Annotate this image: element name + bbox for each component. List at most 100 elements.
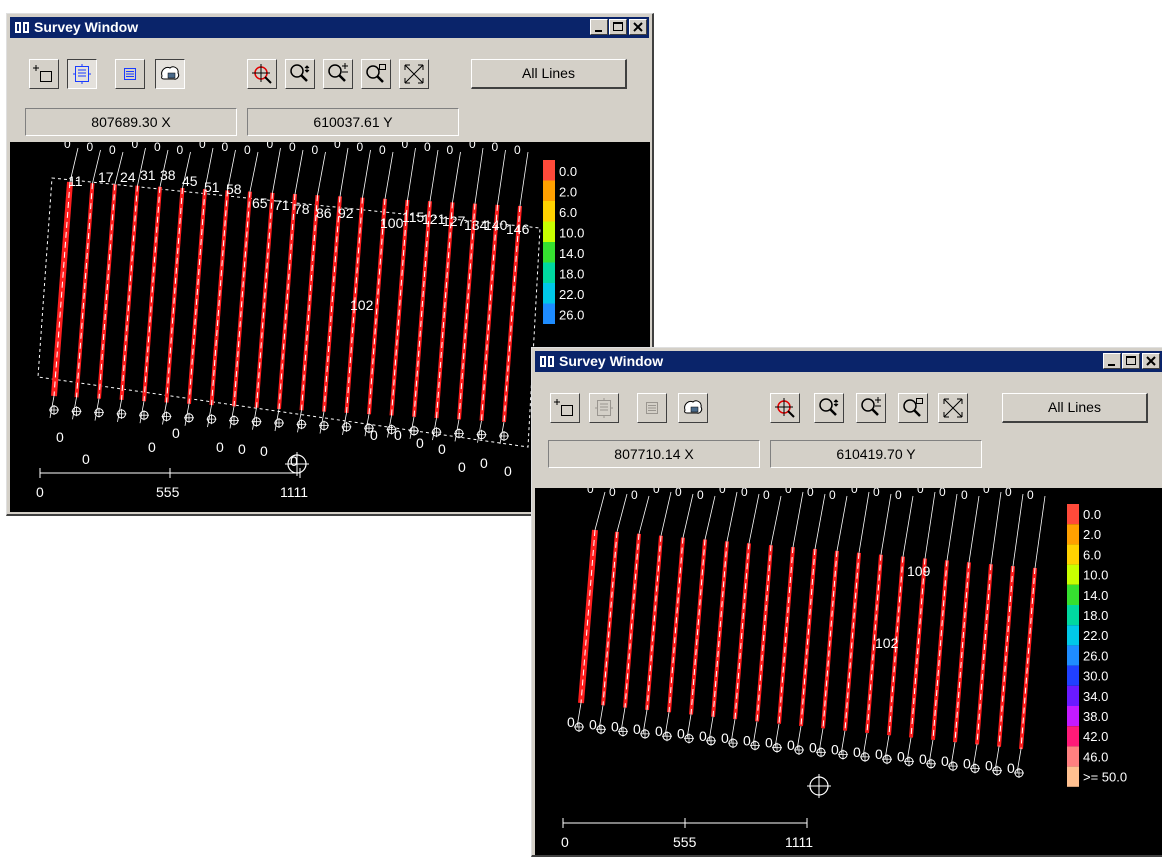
legend-swatch xyxy=(1067,645,1079,666)
crosshair-cursor-lines xyxy=(285,452,309,476)
y-coordinate-field: 610037.61 Y xyxy=(247,108,459,136)
zoom-extent-button[interactable] xyxy=(399,59,429,89)
list-button[interactable] xyxy=(115,59,145,89)
survey-track-centerline xyxy=(391,199,408,416)
survey-frame xyxy=(37,177,541,448)
maximize-button[interactable] xyxy=(609,19,627,35)
line-end-label: 0 xyxy=(897,749,905,765)
top-line-label: 0 xyxy=(829,488,836,502)
title-bar[interactable]: Survey Window xyxy=(535,351,1162,372)
label-leader xyxy=(858,491,870,553)
survey-track xyxy=(733,543,751,720)
legend-label: 0.0 xyxy=(1083,507,1101,522)
legend-swatch xyxy=(1067,524,1079,545)
survey-track-centerline xyxy=(143,186,161,402)
survey-window-front[interactable]: Survey Window All Lines 807710.14 X 6104… xyxy=(531,347,1162,857)
line-end-marker-cross xyxy=(728,738,738,749)
maximize-button[interactable] xyxy=(1122,353,1140,369)
legend-swatch xyxy=(1067,685,1079,706)
top-line-label: 0 xyxy=(402,142,409,151)
list-button[interactable] xyxy=(637,393,667,423)
line-end-label: 0 xyxy=(480,455,488,471)
line-end-marker-cross xyxy=(596,724,606,735)
survey-track xyxy=(711,541,729,717)
label-leader xyxy=(297,410,302,433)
scale-label: 555 xyxy=(673,834,697,850)
add-frame-icon xyxy=(554,399,573,416)
legend-swatch xyxy=(1067,605,1079,626)
scale-label: 1111 xyxy=(785,834,813,850)
label-leader xyxy=(407,147,416,201)
y-coordinate-field: 610419.70 Y xyxy=(770,440,982,468)
legend-label: 46.0 xyxy=(1083,749,1108,764)
line-end-label: 0 xyxy=(1007,760,1015,776)
legend-label: >= 50.0 xyxy=(1083,770,1127,785)
pan-button[interactable] xyxy=(247,59,277,89)
label-leader xyxy=(616,493,628,533)
zoom-in-out-button[interactable] xyxy=(856,393,886,423)
top-line-label: 0 xyxy=(357,142,364,154)
legend-swatch xyxy=(543,221,555,242)
all-lines-button[interactable]: All Lines xyxy=(1002,393,1148,423)
line-end-marker-cross xyxy=(618,726,628,737)
all-lines-button[interactable]: All Lines xyxy=(471,59,627,89)
add-frame-button[interactable] xyxy=(550,393,580,423)
zoom-box-button[interactable] xyxy=(898,393,928,423)
label-leader xyxy=(294,149,304,195)
layers-button[interactable] xyxy=(678,393,708,423)
top-line-label: 0 xyxy=(289,142,296,154)
top-line-label: 0 xyxy=(109,143,116,157)
line-end-marker-cross xyxy=(49,405,59,415)
scale-label: 555 xyxy=(156,484,180,500)
survey-track xyxy=(578,529,598,704)
label-leader xyxy=(1034,495,1046,569)
legend-label: 10.0 xyxy=(1083,568,1108,583)
label-leader xyxy=(204,147,214,190)
label-leader xyxy=(474,147,484,204)
close-button[interactable] xyxy=(629,19,647,35)
label-leader xyxy=(924,491,936,559)
survey-track xyxy=(755,545,773,722)
label-leader xyxy=(339,147,349,197)
label-leader xyxy=(409,416,415,439)
zoom-move-button[interactable] xyxy=(814,393,844,423)
label-leader xyxy=(272,147,281,193)
zoom-box-button[interactable] xyxy=(361,59,391,89)
line-end-label: 0 xyxy=(941,753,949,769)
center-line-label: 102 xyxy=(350,297,374,313)
zoom-move-button[interactable] xyxy=(285,59,315,89)
label-leader xyxy=(499,421,505,445)
close-button[interactable] xyxy=(1142,353,1160,369)
top-line-label: 0 xyxy=(895,488,902,502)
add-frame-button[interactable] xyxy=(29,59,59,89)
survey-track xyxy=(645,535,663,711)
line-end-marker-cross xyxy=(970,763,980,774)
line-number-label: 24 xyxy=(120,169,136,185)
label-leader xyxy=(726,491,738,542)
line-end-label: 0 xyxy=(589,716,597,732)
line-end-label: 0 xyxy=(416,435,424,451)
minimize-button[interactable] xyxy=(1103,353,1121,369)
survey-track-centerline xyxy=(346,197,363,413)
label-leader xyxy=(454,419,460,442)
line-end-marker-cross xyxy=(161,411,172,422)
survey-track-centerline xyxy=(602,531,618,706)
x-coordinate-field: 807689.30 X xyxy=(25,108,237,136)
label-leader xyxy=(137,147,146,186)
label-leader xyxy=(594,491,606,531)
top-line-label: 0 xyxy=(492,142,499,154)
zoom-in-out-button[interactable] xyxy=(323,59,353,89)
top-line-label: 0 xyxy=(961,488,968,502)
zoom-extent-button[interactable] xyxy=(938,393,968,423)
select-frame-button[interactable] xyxy=(589,393,619,423)
layers-button[interactable] xyxy=(155,59,185,89)
title-bar[interactable]: Survey Window xyxy=(10,17,649,38)
top-line-label: 0 xyxy=(917,488,924,496)
line-end-marker-cross xyxy=(229,415,239,426)
select-frame-button[interactable] xyxy=(67,59,97,89)
legend-label: 14.0 xyxy=(1083,588,1108,603)
pan-button[interactable] xyxy=(770,393,800,423)
minimize-button[interactable] xyxy=(590,19,608,35)
